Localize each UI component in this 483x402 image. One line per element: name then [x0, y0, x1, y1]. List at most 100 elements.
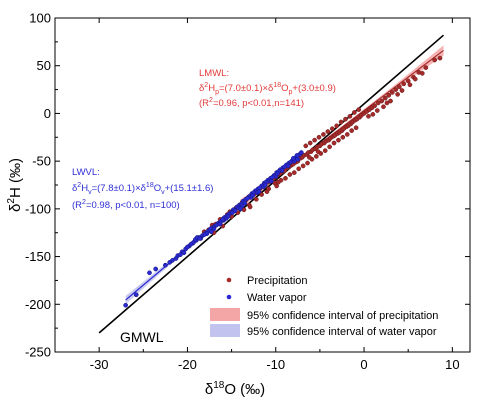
precipitation-point	[349, 128, 355, 133]
water-vapor-point	[201, 232, 207, 237]
water-vapor-point	[181, 250, 187, 256]
water-vapor-point	[269, 175, 275, 180]
precipitation-point	[334, 123, 340, 129]
water-vapor-point	[256, 189, 262, 195]
precipitation-point	[266, 186, 272, 192]
water-vapor-point	[123, 302, 128, 308]
legend-precipitation-ci-label: 95% confidence interval of precipitation	[247, 310, 438, 322]
precipitation-point	[353, 125, 359, 131]
precipitation-point	[314, 154, 319, 159]
precipitation-point	[356, 107, 362, 112]
water-vapor-point	[173, 256, 179, 261]
y-tick-label: -250	[25, 345, 51, 360]
legend-precipitation-ci-swatch	[210, 308, 240, 321]
lwvl-stats: (R2=0.98, p<0.01, n=100)	[72, 199, 180, 211]
precipitation-point	[432, 57, 438, 63]
water-vapor-point	[208, 229, 214, 235]
lmwl-stats: (R2=0.96, p<0.01,n=141)	[199, 97, 304, 109]
x-tick-label: -10	[266, 357, 285, 372]
precipitation-point	[322, 148, 328, 153]
water-vapor-point	[197, 236, 203, 241]
precipitation-point	[303, 143, 309, 149]
water-vapor-point	[220, 217, 226, 222]
water-vapor-point	[299, 150, 304, 155]
water-vapor-point	[163, 262, 168, 268]
lwvl-equation: δ2Hv=(7.8±0.1)×δ18Ov+(15.1±1.6)	[72, 182, 213, 196]
water-vapor-point	[294, 153, 300, 158]
water-vapor-point	[295, 156, 301, 162]
precipitation-point	[327, 144, 332, 150]
y-axis-ticks: -250 -200 -150 -100 -50 0 50 100	[25, 11, 470, 360]
precipitation-point	[316, 134, 322, 140]
precipitation-point	[312, 137, 317, 143]
water-vapor-point	[133, 292, 139, 298]
y-tick-label: -50	[32, 154, 51, 169]
water-vapor-point	[185, 244, 190, 250]
precipitation-point	[340, 134, 346, 140]
precipitation-point	[336, 137, 341, 143]
precipitation-point	[393, 87, 399, 92]
water-vapor-point	[147, 270, 152, 276]
precipitation-point	[382, 95, 388, 101]
precipitation-point	[437, 55, 443, 61]
y-tick-label: -150	[25, 249, 51, 264]
precipitation-point	[399, 88, 405, 93]
legend: Precipitation Water vapor 95% confidence…	[210, 275, 438, 338]
water-vapor-point	[238, 206, 243, 212]
precipitation-point	[287, 172, 293, 177]
precipitation-point	[315, 149, 321, 154]
precipitation-point	[395, 91, 400, 97]
y-tick-label: 0	[44, 106, 51, 121]
precipitation-point	[366, 113, 371, 119]
legend-water-vapor-label: Water vapor	[247, 292, 307, 304]
precipitation-point	[401, 81, 407, 87]
x-tick-label: -20	[178, 357, 197, 372]
x-tick-label: 10	[445, 357, 459, 372]
water-vapor-point	[167, 259, 173, 265]
precipitation-point	[305, 160, 310, 166]
water-vapor-point	[262, 182, 268, 188]
legend-precipitation-label: Precipitation	[247, 275, 308, 287]
y-tick-label: 100	[29, 11, 51, 26]
precipitation-point	[397, 84, 402, 90]
x-axis-ticks: -30 -20 -10 0 10	[54, 18, 460, 372]
legend-water-vapor-ci-label: 95% confidence interval of water vapor	[247, 326, 437, 338]
precipitation-point	[329, 126, 335, 132]
y-axis-title: δ2H (‰)	[6, 158, 24, 212]
precipitation-point	[386, 92, 392, 98]
y-tick-label: 50	[37, 58, 51, 73]
legend-water-vapor-ci-swatch	[210, 324, 240, 337]
precipitation-point	[300, 163, 306, 169]
x-axis-title: δ18O (‰)	[205, 380, 265, 398]
water-vapor-point	[178, 252, 183, 258]
precipitation-point	[407, 82, 413, 88]
precipitation-point	[283, 175, 288, 181]
precipitation-point	[379, 98, 385, 104]
precipitation-point	[321, 132, 326, 137]
legend-water-vapor-marker	[226, 294, 232, 300]
water-vapor-point	[250, 193, 256, 198]
precipitation-point	[274, 183, 279, 189]
water-vapor-point	[214, 222, 219, 228]
water-vapor-point	[288, 159, 294, 165]
gmwl-label: GMWL	[120, 329, 164, 345]
water-vapor-point	[275, 171, 280, 176]
water-vapor-point	[282, 164, 287, 170]
water-vapor-point	[188, 241, 194, 247]
x-tick-label: 0	[360, 357, 367, 372]
precipitation-point	[389, 90, 395, 95]
precipitation-point	[419, 70, 425, 76]
lmwl-equation: δ2Hp=(7.0±0.1)×δ18Op+(3.0±0.9)	[199, 82, 336, 96]
precipitation-point	[331, 140, 337, 146]
precipitation-point	[405, 78, 411, 84]
water-vapor-point	[268, 178, 274, 184]
precipitation-point	[343, 116, 348, 122]
lwvl-title: LWVL:	[72, 167, 100, 178]
y-tick-label: -100	[25, 201, 51, 216]
water-vapor-point	[245, 196, 250, 201]
water-vapor-point	[291, 155, 296, 161]
precipitation-point	[347, 113, 353, 119]
precipitation-point	[253, 196, 259, 202]
